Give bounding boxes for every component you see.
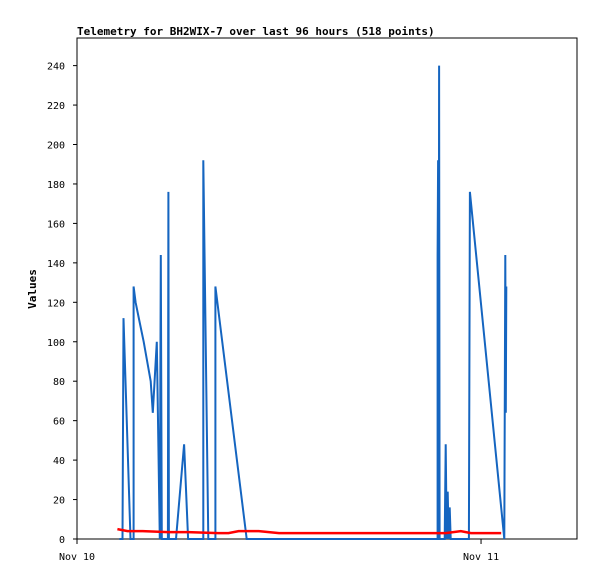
y-tick-label: 180 — [47, 180, 65, 191]
y-tick-label: 60 — [53, 417, 65, 428]
plot-frame — [76, 37, 578, 540]
y-tick-label: 160 — [47, 219, 65, 230]
y-tick-label: 40 — [53, 456, 65, 467]
y-tick-label: 220 — [47, 101, 65, 112]
y-tick-label: 140 — [47, 259, 65, 270]
chart-title: Telemetry for BH2WIX-7 over last 96 hour… — [77, 25, 435, 38]
y-axis-label: Values — [26, 269, 39, 309]
y-tick-label: 200 — [47, 141, 65, 152]
y-tick-label: 120 — [47, 298, 65, 309]
x-axis: Nov 10 Nov 11 — [59, 539, 499, 563]
series-layer — [117, 65, 508, 540]
y-tick-label: 0 — [59, 535, 65, 546]
y-axis: 0 20 40 60 80 100 120 140 160 180 200 220 240 — [47, 62, 77, 546]
x-tick-label: Nov 10 — [59, 552, 95, 563]
x-tick-label: Nov 11 — [463, 552, 499, 563]
series-red-line — [117, 527, 502, 535]
y-tick-label: 80 — [53, 377, 65, 388]
y-tick-label: 240 — [47, 62, 65, 73]
y-tick-label: 20 — [53, 496, 65, 507]
y-tick-label: 100 — [47, 338, 65, 349]
series-blue-line — [119, 65, 508, 540]
